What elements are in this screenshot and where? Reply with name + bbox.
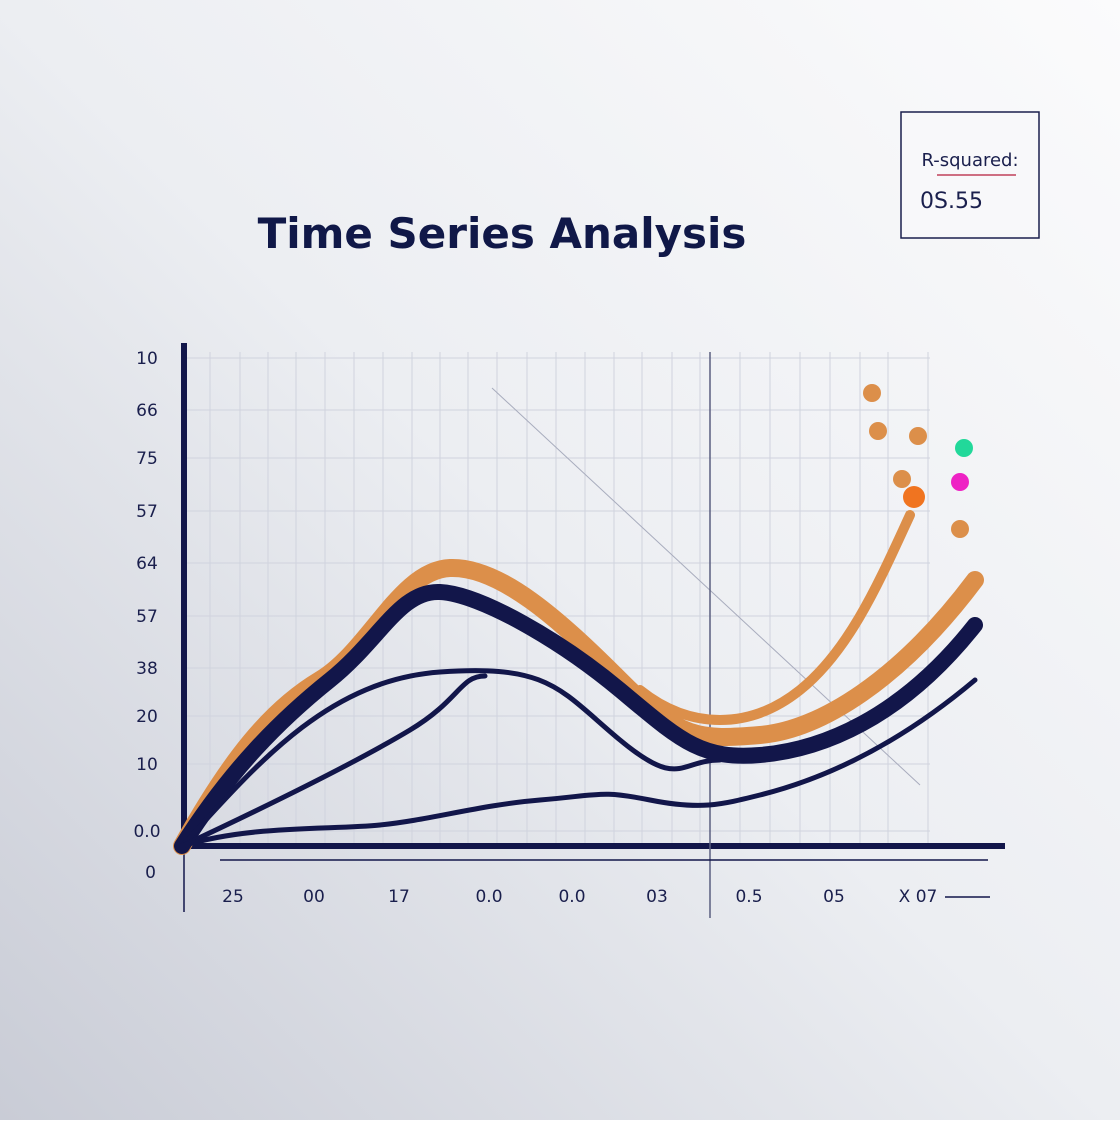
stat-value: 0S.55 — [920, 189, 983, 214]
y-tick-label: 0.0 — [133, 822, 160, 842]
curve — [179, 677, 978, 849]
y-tick-label: 0 — [145, 863, 156, 883]
trend-line — [491, 387, 921, 786]
dot — [909, 427, 927, 445]
x-tick-label: 0.0 — [475, 887, 502, 907]
x-tick-label: 03 — [646, 887, 668, 907]
y-tick-label: 64 — [136, 554, 158, 574]
y-tick-label: 75 — [136, 449, 158, 469]
x-tick-label: 00 — [303, 887, 325, 907]
y-tick-label: 10 — [136, 755, 158, 775]
y-tick-label: 66 — [136, 401, 158, 421]
dot — [893, 470, 911, 488]
dot — [955, 439, 973, 457]
curve — [635, 510, 915, 725]
x-tick-label: 17 — [388, 887, 410, 907]
x-tick-label: 25 — [222, 887, 244, 907]
y-tick-label: 38 — [136, 659, 158, 679]
curve — [174, 584, 983, 854]
curve — [179, 668, 723, 849]
y-tick-label: 20 — [136, 707, 158, 727]
curves — [173, 510, 984, 855]
x-tick-label: 05 — [823, 887, 845, 907]
stat-label: R-squared: — [921, 150, 1018, 171]
dot — [869, 422, 887, 440]
y-tick-label: 57 — [136, 502, 158, 522]
dots — [863, 384, 973, 538]
dot — [951, 473, 969, 491]
dot — [863, 384, 881, 402]
dot — [903, 486, 925, 508]
curve — [173, 558, 984, 855]
y-tick-label: 57 — [136, 607, 158, 627]
x-tick-label: 0.0 — [558, 887, 585, 907]
y-tick-label: 10 — [136, 349, 158, 369]
curve — [179, 673, 488, 849]
x-tick-label: 0.5 — [735, 887, 762, 907]
x-tick-label: X 07 — [899, 887, 938, 907]
dot — [951, 520, 969, 538]
title: Time Series Analysis — [258, 209, 747, 258]
